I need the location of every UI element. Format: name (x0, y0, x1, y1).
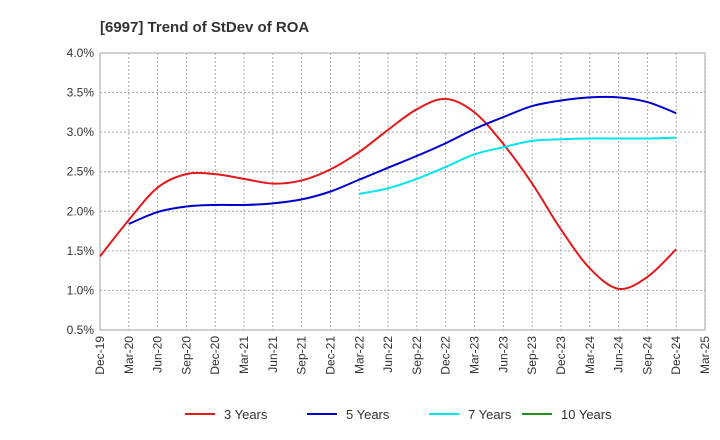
legend-label: 5 Years (346, 407, 390, 422)
x-tick-label: Jun-20 (151, 336, 165, 373)
x-tick-label: Dec-24 (669, 336, 683, 375)
x-tick-label: Mar-20 (122, 336, 136, 374)
x-tick-label: Sep-23 (525, 336, 539, 375)
plot-area (99, 52, 706, 331)
y-axis: 4.0% 3.5% 3.0% 2.5% 2.0% 1.5% 1.0% 0.5% (67, 46, 95, 337)
y-tick-label: 1.5% (67, 244, 95, 258)
chart-title: [6997] Trend of StDev of ROA (100, 19, 309, 36)
legend: 3 Years 5 Years 7 Years 10 Years (185, 407, 612, 422)
x-tick-label: Dec-23 (554, 336, 568, 375)
legend-label: 10 Years (561, 407, 612, 422)
x-tick-label: Dec-19 (93, 336, 107, 375)
y-tick-label: 1.0% (67, 283, 95, 297)
x-tick-label: Mar-21 (237, 336, 251, 374)
y-tick-label: 4.0% (67, 46, 95, 60)
x-tick-label: Jun-23 (496, 336, 510, 373)
series-line-3-years (99, 97, 677, 291)
x-axis: Dec-19 Mar-20 Jun-20 Sep-20 Dec-20 Mar-21 Jun-… (93, 336, 712, 375)
x-tick-label: Mar-23 (468, 336, 482, 374)
x-tick-label: Dec-22 (439, 336, 453, 375)
x-tick-label: Mar-25 (698, 336, 712, 374)
y-tick-label: 3.0% (67, 125, 95, 139)
x-tick-label: Sep-24 (640, 336, 654, 375)
legend-label: 3 Years (224, 407, 268, 422)
x-tick-label: Dec-20 (208, 336, 222, 375)
y-tick-label: 3.5% (67, 86, 95, 100)
y-tick-label: 0.5% (67, 323, 95, 337)
x-tick-label: Sep-21 (295, 336, 309, 375)
series-line-5-years (128, 95, 677, 225)
x-tick-label: Jun-21 (266, 336, 280, 373)
x-tick-label: Mar-24 (583, 336, 597, 374)
x-tick-label: Jun-24 (612, 336, 626, 373)
x-tick-label: Mar-22 (352, 336, 366, 374)
series-line-7-years (359, 136, 677, 195)
x-tick-label: Sep-20 (179, 336, 193, 375)
x-tick-label: Dec-21 (323, 336, 337, 375)
x-tick-label: Sep-22 (410, 336, 424, 375)
series-lines (99, 95, 677, 291)
x-tick-label: Jun-22 (381, 336, 395, 373)
grid-lines (99, 52, 706, 331)
y-tick-label: 2.5% (67, 165, 95, 179)
legend-label: 7 Years (468, 407, 512, 422)
y-tick-label: 2.0% (67, 204, 95, 218)
